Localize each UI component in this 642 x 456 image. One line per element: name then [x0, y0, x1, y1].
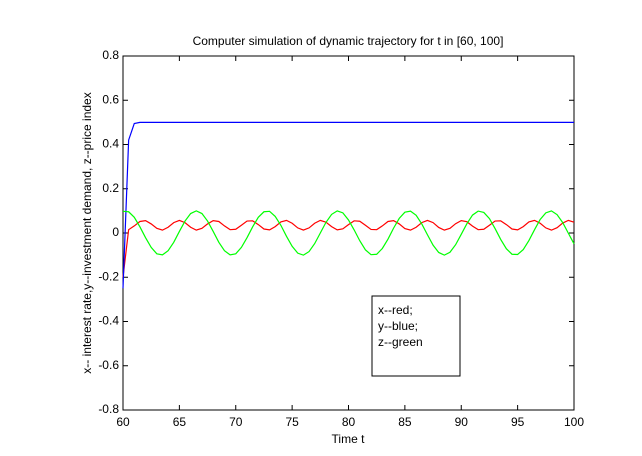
data-line [122, 210, 575, 256]
legend-box [371, 295, 461, 377]
y-axis-label: x-- interest rate,y--investment demand, … [80, 92, 94, 373]
y-tick-label: -0.4 [98, 314, 119, 328]
x-tick-label: 65 [173, 415, 187, 429]
y-tick-label: -0.8 [98, 402, 119, 416]
x-tick-label: 95 [511, 415, 525, 429]
y-tick-label: 0.4 [102, 137, 119, 151]
x-tick-label: 85 [398, 415, 412, 429]
x-axis-label: Time t [332, 432, 366, 446]
data-line [122, 121, 574, 289]
data-line [122, 219, 575, 278]
legend-label: z--green [378, 335, 423, 349]
y-tick-label: 0.2 [102, 181, 119, 195]
x-tick-label: 75 [285, 415, 299, 429]
chart-title: Computer simulation of dynamic trajector… [193, 34, 504, 48]
y-tick-label: -0.2 [98, 269, 119, 283]
x-tick-label: 70 [229, 415, 243, 429]
legend-label: y--blue; [378, 319, 418, 333]
x-tick-label: 80 [342, 415, 356, 429]
legend-label: x--red; [378, 303, 413, 317]
x-tick-label: 90 [455, 415, 469, 429]
y-tick-label: 0.8 [102, 48, 119, 62]
y-tick-label: 0 [112, 225, 119, 239]
plot-box [122, 55, 575, 411]
x-tick-label: 60 [116, 415, 130, 429]
x-tick-label: 100 [564, 415, 584, 429]
y-tick-label: -0.6 [98, 358, 119, 372]
y-tick-label: 0.6 [102, 92, 119, 106]
